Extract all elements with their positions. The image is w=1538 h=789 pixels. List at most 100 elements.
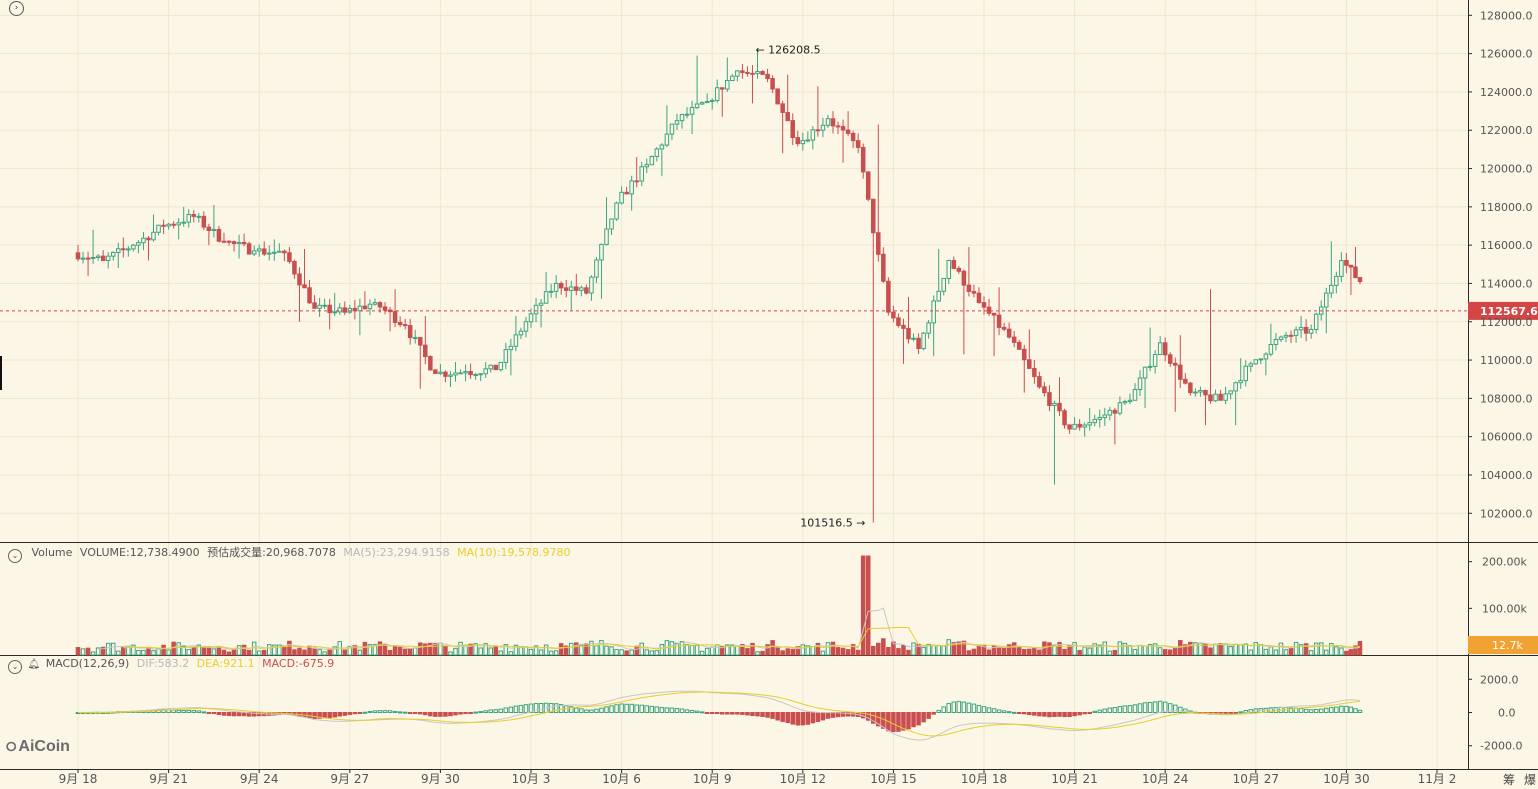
- macd-bar-negative: [775, 712, 780, 721]
- macd-bar-positive: [1097, 709, 1103, 714]
- candle-up: [267, 252, 272, 255]
- macd-bar-negative: [357, 712, 363, 714]
- volume-bar-up: [151, 650, 156, 656]
- candle-up: [357, 305, 363, 312]
- macd-bar-positive: [1183, 708, 1188, 714]
- macd-bar-positive: [1313, 708, 1319, 714]
- candle-up: [483, 368, 488, 375]
- volume-bar-down: [1353, 645, 1358, 656]
- macd-bar-positive: [367, 711, 373, 714]
- macd-bar-positive: [372, 710, 378, 713]
- volume-bar-up: [533, 645, 539, 656]
- macd-bar-positive: [599, 707, 604, 714]
- macd-histogram-value: MACD:-675.9: [262, 657, 335, 670]
- candle-up: [679, 114, 685, 122]
- candlestick-series: [75, 49, 1363, 523]
- volume-bar-up: [110, 642, 116, 656]
- macd-bar-negative: [750, 712, 755, 716]
- volume-bar-down: [780, 650, 785, 656]
- candle-up: [800, 139, 806, 145]
- candle-down: [121, 248, 126, 251]
- macd-bar-negative: [840, 712, 846, 717]
- volume-bar-up: [105, 642, 111, 656]
- candle-up: [528, 313, 534, 323]
- macd-bar-negative: [1062, 712, 1067, 718]
- macd-bar-negative: [1032, 712, 1037, 716]
- macd-bar-positive: [634, 704, 639, 713]
- candle-down: [342, 307, 348, 313]
- candle-down: [745, 71, 750, 74]
- macd-bar-negative: [1057, 712, 1062, 717]
- candle-up: [589, 276, 594, 294]
- volume-bar-up: [367, 644, 373, 656]
- macd-bar-negative: [876, 712, 881, 727]
- candle-down: [865, 171, 871, 200]
- alert-bell-icon[interactable]: 🔔︎: [27, 659, 41, 670]
- macd-bar-negative: [412, 712, 418, 714]
- candle-down: [1167, 354, 1173, 364]
- macd-bar-negative: [896, 712, 901, 732]
- candle-down: [961, 270, 967, 286]
- candle-down: [292, 260, 297, 275]
- macd-collapse-icon[interactable]: ⌄: [8, 660, 22, 674]
- candle-up: [946, 259, 952, 279]
- macd-bar-positive: [201, 711, 207, 714]
- volume-bar-down: [1178, 640, 1183, 656]
- candle-down: [201, 215, 207, 228]
- time-axis-label: 10月 15: [870, 772, 916, 786]
- volume-bar-down: [871, 645, 876, 656]
- candle-down: [287, 252, 292, 262]
- candle-up: [699, 102, 705, 105]
- volume-bar-up: [604, 645, 609, 656]
- volume-bar-up: [438, 642, 443, 656]
- macd-bar-positive: [176, 709, 181, 714]
- expand-panel-icon[interactable]: ›: [9, 1, 24, 16]
- volume-ma5-value: MA(5):23,294.9158: [343, 546, 450, 559]
- macd-bar-negative: [830, 712, 836, 718]
- candle-up: [1273, 338, 1279, 346]
- candle-up: [332, 311, 337, 314]
- volume-bar-down: [1032, 648, 1037, 656]
- volume-bar-down: [1357, 641, 1363, 656]
- volume-bar-up: [1329, 643, 1334, 656]
- volume-bar-up: [921, 646, 926, 656]
- volume-bar-up: [181, 645, 186, 656]
- macd-bar-positive: [1324, 707, 1329, 713]
- candle-up: [1152, 354, 1158, 367]
- candle-down: [876, 232, 881, 255]
- volume-bar-down: [1208, 647, 1213, 656]
- candle-up: [478, 373, 483, 376]
- candle-up: [1223, 393, 1228, 401]
- volume-bar-up: [458, 641, 463, 656]
- macd-bar-negative: [342, 712, 348, 716]
- candle-down: [901, 324, 906, 329]
- volume-bar-down: [282, 645, 287, 656]
- macd-axis-label: 2000.0: [1480, 673, 1519, 686]
- candle-down: [1062, 410, 1067, 426]
- macd-bar-positive: [553, 703, 559, 713]
- volume-bar-down: [1037, 649, 1042, 656]
- volume-bar-up: [136, 649, 141, 656]
- candle-up: [176, 222, 181, 226]
- candle-down: [1353, 266, 1358, 279]
- chip-distribution-tab[interactable]: 筹: [1503, 773, 1516, 787]
- volume-bar-up: [684, 644, 690, 656]
- liquidation-tab[interactable]: 爆: [1524, 773, 1537, 787]
- candle-down: [1112, 409, 1118, 414]
- candle-down: [1022, 348, 1027, 361]
- macd-bar-positive: [624, 703, 629, 714]
- macd-bar-negative: [216, 712, 222, 716]
- volume-collapse-icon[interactable]: ⌄: [8, 549, 22, 563]
- volume-bar-up: [1263, 648, 1269, 656]
- macd-bar-negative: [231, 712, 237, 717]
- macd-bar-negative: [709, 712, 715, 715]
- candle-up: [1147, 365, 1153, 368]
- volume-bar-down: [312, 647, 317, 656]
- candle-up: [251, 250, 257, 255]
- macd-bar-negative: [332, 712, 337, 718]
- candle-up: [1072, 423, 1077, 430]
- candle-down: [377, 302, 383, 308]
- volume-bar-down: [433, 642, 438, 656]
